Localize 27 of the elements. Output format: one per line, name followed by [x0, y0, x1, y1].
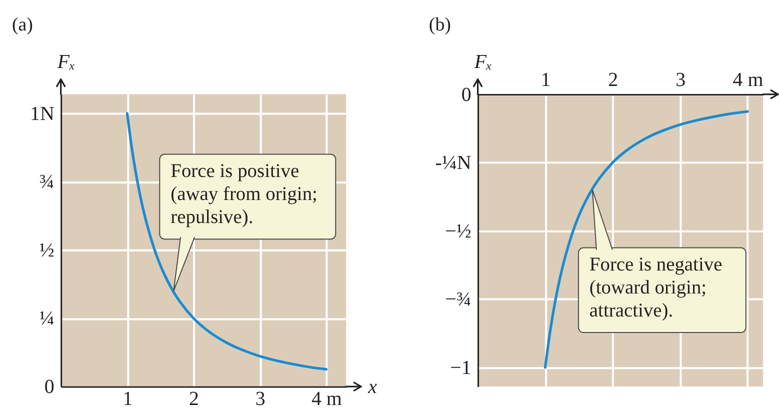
- chart-title: (b): [428, 14, 451, 36]
- line-series: [544, 110, 749, 369]
- x-tick-label: 2: [608, 68, 618, 91]
- y-tick-label: ¾: [39, 171, 54, 194]
- x-tick-label: 3: [255, 388, 266, 410]
- y-tick-label: 0: [461, 84, 472, 106]
- y-tick-label: −¾: [445, 288, 472, 311]
- x-tick-label: 1: [540, 68, 551, 91]
- y-tick-label: -¼N: [435, 152, 472, 174]
- y-tick-label: 0: [44, 376, 54, 398]
- y-axis-title: Fₓ: [473, 50, 492, 73]
- x-tick-label: 4 m: [311, 388, 342, 410]
- chart-title: (a): [12, 14, 33, 36]
- annotation: Force is negative (toward origin; attractive).: [589, 254, 722, 322]
- y-tick-label: 1N: [30, 102, 54, 125]
- y-tick-label: −1: [450, 356, 472, 379]
- y-tick-label: −½: [445, 220, 472, 242]
- annotation: Force is positive (away from origin; repulsive).: [170, 161, 318, 228]
- y-tick-label: ½: [39, 239, 54, 262]
- line-series: [126, 112, 328, 371]
- x-axis-title: x: [367, 376, 378, 398]
- x-tick-label: 4 m: [732, 68, 764, 91]
- y-axis-title: Fₓ: [56, 50, 76, 73]
- x-tick-label: 1: [122, 388, 133, 410]
- y-tick-label: ¼: [39, 308, 54, 330]
- x-tick-label: 2: [189, 388, 200, 410]
- x-tick-label: 3: [676, 68, 686, 91]
